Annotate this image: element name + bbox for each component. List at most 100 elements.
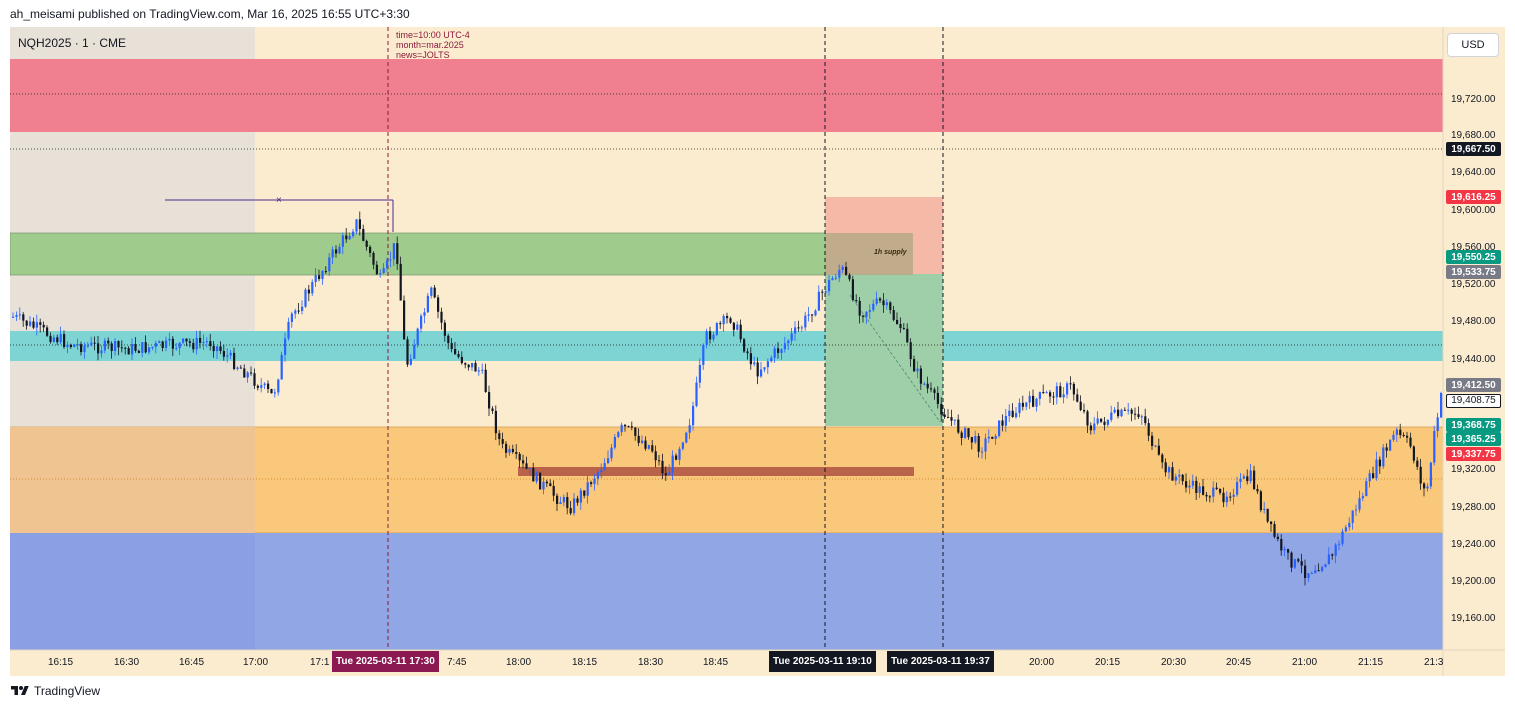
candle-body xyxy=(590,482,593,484)
time-badge-news: Tue 2025-03-11 17:30 xyxy=(332,651,439,672)
candle-body xyxy=(593,478,596,484)
candle-body xyxy=(525,463,528,469)
candle-body xyxy=(386,260,389,269)
candle-body xyxy=(103,340,106,351)
candle-body xyxy=(865,311,868,317)
candle-body xyxy=(148,347,151,353)
candle-body xyxy=(488,392,491,409)
candle-body xyxy=(1361,496,1364,499)
candle-body xyxy=(127,348,130,355)
candle-body xyxy=(845,266,848,275)
candle-body xyxy=(882,300,885,306)
candle-body xyxy=(195,337,198,350)
candle-body xyxy=(318,275,321,280)
tradingview-logo-icon xyxy=(11,686,29,695)
candle-body xyxy=(287,321,290,339)
candle-body xyxy=(1188,485,1191,488)
candle-body xyxy=(1426,486,1429,489)
candle-body xyxy=(1205,494,1208,497)
candle-body xyxy=(80,344,83,353)
candle-body xyxy=(838,270,841,278)
candlestick-series xyxy=(12,211,1443,586)
currency-button[interactable]: USD xyxy=(1447,33,1499,57)
candle-body xyxy=(603,463,606,471)
candle-body xyxy=(868,310,871,312)
candle-body xyxy=(1174,476,1177,481)
chart-area[interactable]: × NQH2025 · 1 · CME time=10:00 UTC-4 mon… xyxy=(10,27,1505,676)
candle-body xyxy=(549,483,552,487)
candle-body xyxy=(1327,554,1330,565)
candle-body xyxy=(1144,416,1147,424)
time-tick: 17:00 xyxy=(243,657,269,668)
candle-body xyxy=(1219,489,1222,493)
candle-body xyxy=(1171,467,1174,481)
candle-body xyxy=(1283,549,1286,551)
candle-body xyxy=(49,335,52,342)
candle-body xyxy=(736,324,739,330)
candle-body xyxy=(1181,474,1184,482)
candle-body xyxy=(1253,470,1256,490)
candle-body xyxy=(25,320,28,326)
candle-body xyxy=(678,448,681,460)
candle-body xyxy=(233,352,236,369)
candle-body xyxy=(763,367,766,370)
price-badge: 19,616.25 xyxy=(1446,190,1501,204)
candle-body xyxy=(321,271,324,280)
publish-info: ah_meisami published on TradingView.com,… xyxy=(10,7,410,21)
candle-body xyxy=(301,306,304,312)
candle-body xyxy=(348,236,351,240)
publish-header: ah_meisami published on TradingView.com,… xyxy=(0,0,1515,27)
candle-body xyxy=(430,287,433,296)
candle-body xyxy=(277,379,280,393)
candle-body xyxy=(1344,527,1347,532)
price-badge: 19,368.75 xyxy=(1446,418,1501,432)
candle-body xyxy=(290,313,293,322)
candle-body xyxy=(892,309,895,320)
candle-body xyxy=(467,364,470,368)
candle-body xyxy=(1185,481,1188,488)
candle-body xyxy=(1045,392,1048,394)
candle-body xyxy=(1365,481,1368,497)
candle-body xyxy=(110,343,113,352)
news-annotation: time=10:00 UTC-4 month=mar.2025 news=JOL… xyxy=(396,30,470,60)
price-chart-canvas[interactable]: × xyxy=(10,27,1505,676)
symbol-label[interactable]: NQH2025 · 1 · CME xyxy=(18,36,127,50)
candle-body xyxy=(250,372,253,374)
candle-body xyxy=(1304,565,1307,579)
candle-body xyxy=(545,481,548,484)
time-tick: 21:15 xyxy=(1358,657,1384,668)
crosshair-price-badge: 19,408.75 xyxy=(1446,394,1501,408)
candle-body xyxy=(634,427,637,436)
candle-body xyxy=(212,346,215,352)
candle-body xyxy=(437,297,440,312)
time-tick: 21:00 xyxy=(1292,657,1318,668)
candle-body xyxy=(855,299,858,301)
candle-body xyxy=(392,243,395,260)
candle-body xyxy=(294,310,297,314)
candle-body xyxy=(1069,383,1072,385)
candle-body xyxy=(787,340,790,344)
candle-body xyxy=(161,341,164,348)
candle-body xyxy=(1062,394,1065,398)
candle-body xyxy=(35,322,38,328)
candle-body xyxy=(1028,395,1031,403)
candle-body xyxy=(260,385,263,388)
candle-body xyxy=(960,432,963,438)
candle-body xyxy=(182,338,185,343)
candle-body xyxy=(314,275,317,283)
candle-body xyxy=(1280,538,1283,551)
candle-body xyxy=(73,344,76,348)
candle-body xyxy=(171,338,174,349)
tradingview-brand[interactable]: TradingView xyxy=(34,684,101,698)
candle-body xyxy=(56,337,59,343)
candle-body xyxy=(1412,446,1415,461)
candle-body xyxy=(18,314,21,316)
candle-body xyxy=(1242,476,1245,479)
candle-body xyxy=(1375,459,1378,479)
candle-body xyxy=(807,314,810,316)
candle-body xyxy=(950,417,953,421)
candle-body xyxy=(1348,522,1351,528)
candle-body xyxy=(1042,392,1045,394)
candle-body xyxy=(889,302,892,310)
candle-body xyxy=(413,344,416,359)
